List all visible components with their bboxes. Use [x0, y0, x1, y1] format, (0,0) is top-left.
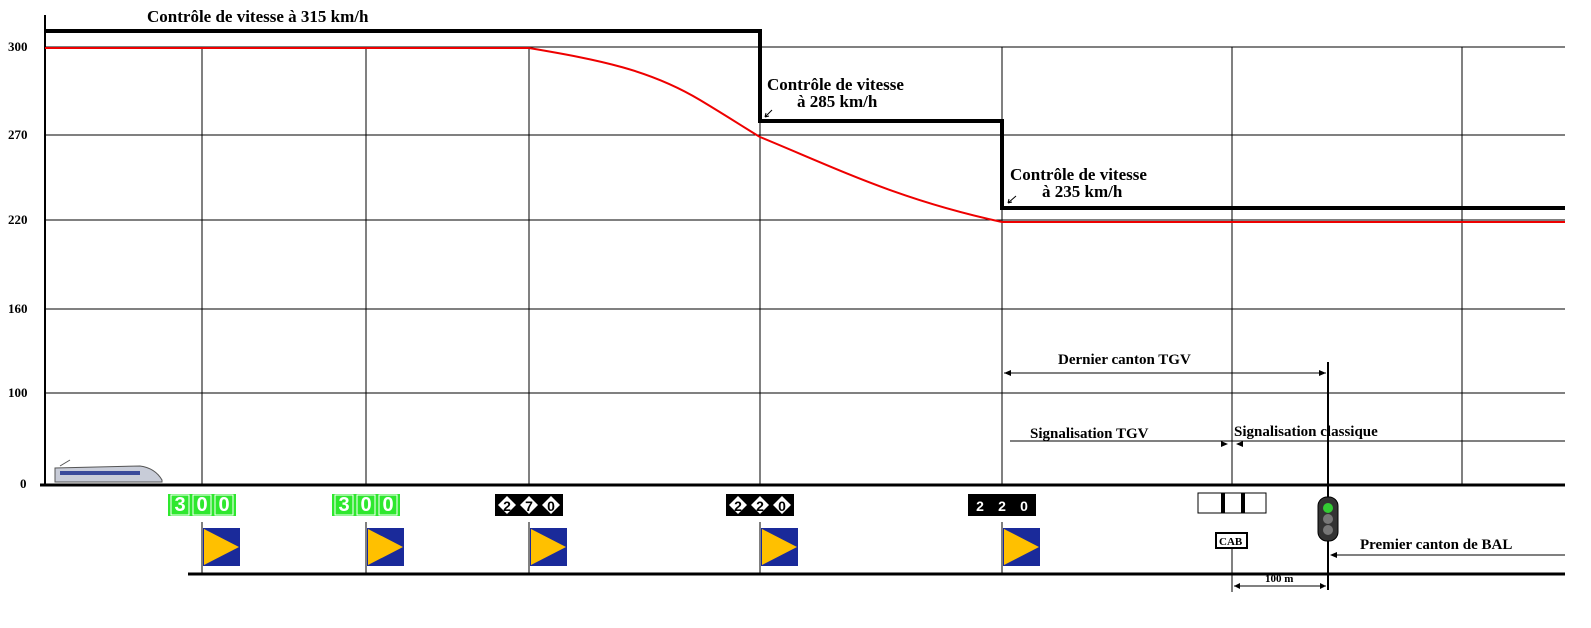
digit-box — [356, 494, 376, 516]
flag-triangle — [204, 529, 239, 565]
y-label: 220 — [8, 212, 28, 227]
distance: 100 m — [1265, 573, 1293, 585]
digit-box — [334, 494, 354, 516]
flag-triangle — [762, 529, 797, 565]
span-label: Dernier canton TGV — [1058, 352, 1191, 368]
y-label: 100 — [8, 385, 28, 400]
annotation: Contrôle de vitesse — [767, 75, 904, 94]
cab-panel — [332, 494, 400, 516]
cab-digit: 0 — [1020, 498, 1028, 514]
digit-box — [214, 494, 234, 516]
speed-limit — [45, 29, 1565, 210]
braking-curve — [45, 47, 1565, 223]
cab-marker: CAB — [1197, 492, 1267, 549]
y-label: 0 — [20, 476, 27, 491]
cab-panel — [968, 494, 1036, 516]
y-label: 160 — [8, 301, 28, 316]
flag-triangle — [531, 529, 566, 565]
pointer — [764, 109, 773, 118]
span-label: Premier canton de BAL — [1360, 537, 1512, 553]
diamond — [751, 496, 769, 514]
cab-label: CAB — [1219, 536, 1243, 548]
diamond — [729, 496, 747, 514]
y-labels: 300 270 220 160 100 0 — [8, 39, 28, 491]
spans: Dernier canton TGV Signalisation TGV Sig… — [1004, 352, 1565, 592]
diamond — [773, 496, 791, 514]
diamond — [520, 496, 538, 514]
cab-panel — [168, 494, 236, 516]
diamond — [542, 496, 560, 514]
flag-triangle — [368, 529, 403, 565]
signal — [1317, 496, 1339, 542]
cab-digit: 0 — [547, 498, 555, 514]
cab-digit: 2 — [976, 498, 984, 514]
y-label: 270 — [8, 127, 28, 142]
cab-digit: 3 — [338, 494, 349, 516]
span-label: Signalisation TGV — [1030, 426, 1149, 442]
cab-digit: 2 — [503, 498, 511, 514]
annotation: à 235 km/h — [1042, 182, 1123, 201]
cab-digit: 7 — [525, 498, 533, 514]
cab-digit: 2 — [734, 498, 742, 514]
digit-box — [192, 494, 212, 516]
y-label: 300 — [8, 39, 28, 54]
pointer — [1007, 195, 1017, 204]
cab-digit: 0 — [778, 498, 786, 514]
span-label: Signalisation classique — [1234, 424, 1378, 440]
cab-digit: 3 — [174, 494, 185, 516]
annotation: à 285 km/h — [797, 92, 878, 111]
digit-box — [378, 494, 398, 516]
cab-digit: 0 — [360, 494, 371, 516]
annotation: Contrôle de vitesse à 315 km/h — [147, 7, 369, 26]
digit-box — [170, 494, 190, 516]
cab-digit: 0 — [382, 494, 393, 516]
cab-digit: 0 — [196, 494, 207, 516]
annotation: Contrôle de vitesse — [1010, 165, 1147, 184]
flag-triangle — [1004, 529, 1039, 565]
train — [54, 459, 163, 483]
diamond — [498, 496, 516, 514]
cab-digit: 0 — [218, 494, 229, 516]
cab-digit: 2 — [756, 498, 764, 514]
cab-digit: 2 — [998, 498, 1006, 514]
